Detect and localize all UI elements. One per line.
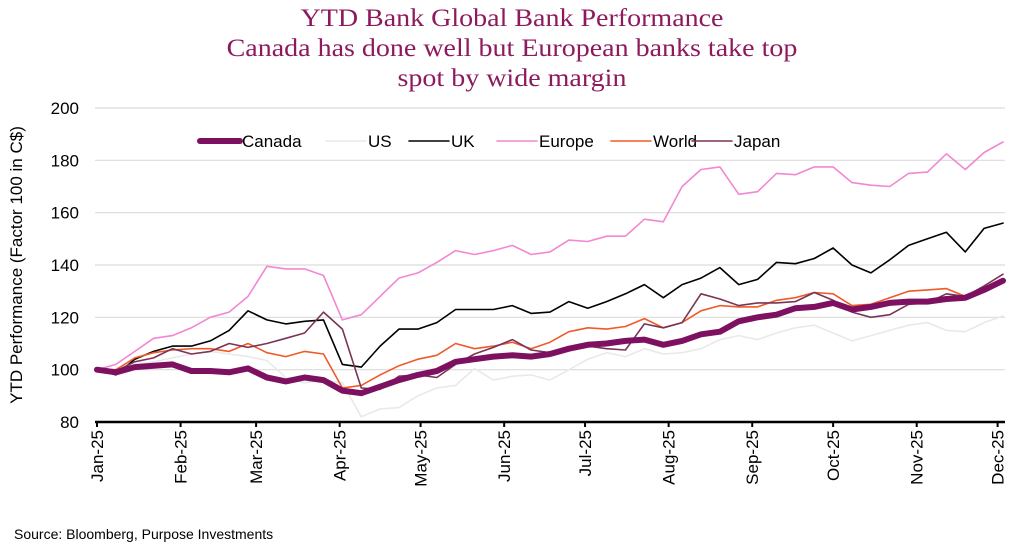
series-line-us — [96, 315, 1004, 418]
y-tick-label: 180 — [51, 151, 79, 170]
y-tick-label: 80 — [60, 413, 79, 432]
series-line-europe — [96, 141, 1004, 371]
y-tick-label: 100 — [51, 361, 79, 380]
title-line: spot by wide margin — [397, 65, 627, 92]
x-tick-label: Nov-25 — [908, 430, 927, 485]
x-tick-label: Oct-25 — [824, 430, 843, 481]
title-line: Canada has done well but European banks … — [226, 35, 798, 62]
source-note: Source: Bloomberg, Purpose Investments — [14, 526, 274, 542]
y-tick-label: 160 — [51, 204, 79, 223]
x-tick-label: Dec-25 — [989, 430, 1008, 485]
legend-label: World — [653, 132, 697, 151]
x-tick-label: Aug-25 — [660, 430, 679, 485]
x-tick-label: Jan-25 — [88, 430, 107, 482]
legend-label: Europe — [539, 132, 594, 151]
x-tick-label: Apr-25 — [331, 430, 350, 481]
series-line-world — [96, 279, 1004, 389]
legend-label: US — [368, 132, 392, 151]
y-tick-label: 120 — [51, 308, 79, 327]
y-tick-label: 200 — [51, 99, 79, 118]
legend-label: Japan — [734, 132, 780, 151]
series-line-canada — [94, 277, 1006, 397]
x-tick-label: Jul-25 — [576, 430, 595, 476]
x-tick-label: May-25 — [412, 430, 431, 487]
series-line-uk — [96, 222, 1004, 376]
x-tick-label: Mar-25 — [247, 430, 266, 484]
x-tick-label: Feb-25 — [172, 430, 191, 484]
x-tick-label: Jun-25 — [495, 430, 514, 482]
x-tick-label: Sep-25 — [743, 430, 762, 485]
chart-title: YTD Bank Global Bank Performance Canada … — [0, 4, 1024, 94]
legend-label: UK — [451, 132, 475, 151]
legend-label: Canada — [242, 132, 302, 151]
y-tick-label: 140 — [51, 256, 79, 275]
title-line: YTD Bank Global Bank Performance — [300, 5, 724, 32]
